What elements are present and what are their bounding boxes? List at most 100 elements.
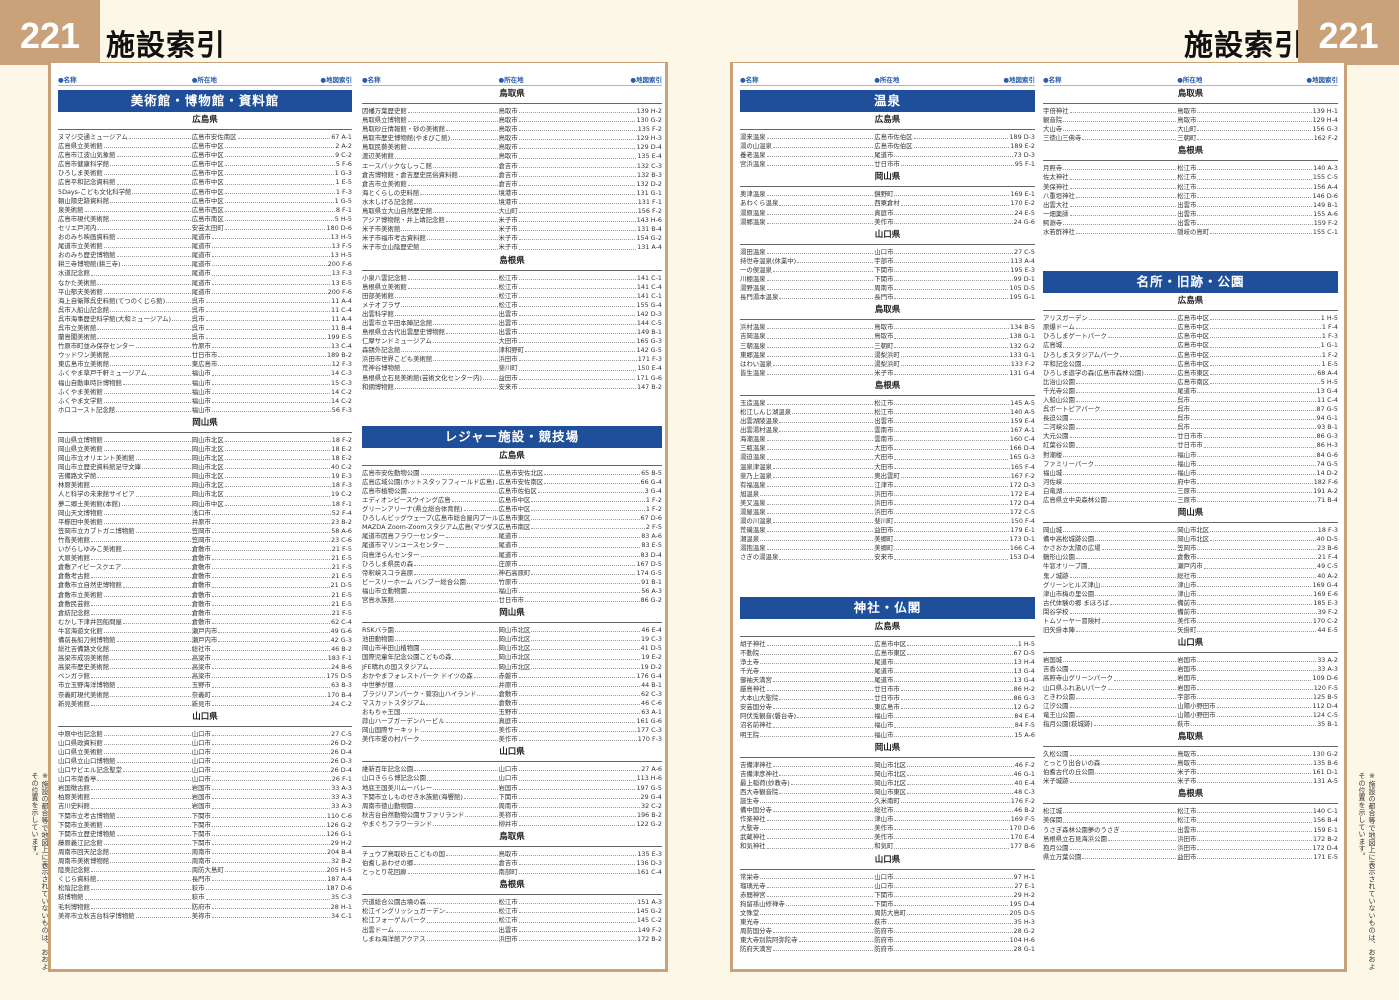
index-entry: 林原美術館 岡山市北区 18 F-3: [58, 481, 352, 490]
dot-leader: [1197, 183, 1313, 189]
dot-leader: [894, 667, 1013, 673]
entry-name-cell: 岩国徴古館: [58, 784, 192, 793]
facility-location: 下関市: [191, 829, 211, 838]
dot-leader: [495, 478, 499, 484]
dot-leader: [766, 342, 874, 348]
entry-location-cell: 防府市 28 G-1: [874, 945, 1035, 954]
entry-name-cell: 吉備津彦神社: [740, 770, 874, 779]
entry-name-cell: 鶴形山公園: [1043, 553, 1177, 562]
map-reference: 44 B-1: [641, 680, 662, 689]
entry-location-cell: 奈義町 170 B-4: [192, 691, 352, 700]
entry-name-cell: 総社吉備路文化館: [58, 645, 192, 654]
facility-name: ひろしまスタジアムパーク: [1043, 350, 1120, 359]
facility-name: 周防国分寺: [740, 927, 772, 936]
left-side-note: ※施設の都合等で地図上に表示されていないものは、おおよその位置を示しています。: [31, 772, 49, 971]
facility-location: 浜田市: [874, 508, 894, 516]
facility-location: 福山市: [191, 369, 211, 378]
facility-location: 大山町: [498, 207, 518, 216]
index-entry: 山口県ふれあいパーク 岩国市 120 F-5: [1043, 684, 1338, 693]
dot-leader: [1197, 826, 1313, 832]
dot-leader: [401, 225, 498, 232]
entry-location-cell: 広島市東区 68 A-4: [1177, 369, 1338, 378]
entry-name-cell: 沼名前神社: [740, 721, 874, 730]
map-reference: 19 E-3: [331, 472, 352, 481]
dot-leader: [211, 821, 326, 827]
facility-location: 和気町: [874, 842, 894, 851]
dot-leader: [116, 636, 191, 643]
dot-leader: [894, 815, 1010, 822]
map-reference: 27 E-1: [1014, 881, 1035, 890]
facility-location: 米子市: [498, 216, 518, 225]
map-reference: 9 C-2: [335, 151, 352, 160]
map-reference: 153 D-4: [1009, 553, 1035, 562]
entry-name-cell: 倉敷市立自然史博物館: [58, 581, 192, 590]
dot-leader: [205, 893, 330, 900]
prefecture-heading: 鳥取県: [1043, 730, 1338, 747]
index-entry: ひろしま美術館 広島市中区 1 G-3: [58, 169, 352, 178]
map-reference: 172 B-2: [637, 934, 662, 943]
dot-leader: [797, 712, 874, 719]
facility-name: 防府天満宮: [740, 945, 772, 954]
entry-name-cell: うさぎ森林公園夢のうさぎ: [1043, 826, 1177, 835]
facility-location: 松江市: [498, 916, 518, 925]
index-entry: 出雲ドーム 出雲市 149 F-2: [362, 926, 662, 935]
index-entry: 鳥取市歴史博物館(やまびこ館) 鳥取市 129 H-3: [362, 134, 662, 143]
dot-leader: [211, 766, 330, 773]
dot-leader: [394, 596, 498, 603]
entry-location-cell: 鳥取市 135 E-3: [499, 850, 663, 859]
facility-name: 紅葉谷公園: [1043, 441, 1075, 450]
index-entry: 下関市立歴史博物館 下関市 126 G-1: [58, 830, 352, 839]
facility-location: 広島市東区: [1177, 368, 1210, 377]
dot-leader: [1216, 711, 1312, 717]
entry-name-cell: 松江城: [1043, 807, 1177, 816]
entry-name-cell: 水道記念館: [58, 269, 192, 278]
facility-location: 呉市: [1177, 423, 1190, 432]
index-entry: 竹原市町並み保存センター 竹原市 13 C-4: [58, 342, 352, 351]
dot-leader: [211, 654, 327, 661]
entry-location-cell: 尾道市 13 H-5: [192, 233, 352, 242]
entry-name-cell: 周南市回天記念館: [58, 848, 192, 857]
map-reference: 145 A-5: [1010, 398, 1035, 407]
dot-leader: [90, 554, 191, 561]
entry-location-cell: 尾道市 13 G-4: [1177, 387, 1338, 396]
map-reference: 87 G-5: [1316, 405, 1339, 414]
entry-location-cell: 岡山市中区 18 F-1: [192, 500, 352, 509]
facility-location: 井原市: [498, 680, 518, 689]
entry-location-cell: 倉吉市 136 D-3: [499, 859, 663, 868]
facility-location: 美作市: [498, 726, 518, 735]
dot-leader: [224, 224, 326, 231]
dot-leader: [1191, 396, 1316, 403]
entry-location-cell: 米子市 131 G-4: [874, 369, 1035, 378]
index-entry: 周南市徳山動物園 周南市 32 C-2: [362, 802, 662, 811]
entry-location-cell: 三朝町 132 G-2: [874, 342, 1035, 351]
entry-name-cell: 防府天満宮: [740, 945, 874, 954]
facility-name: 玉造温泉: [740, 398, 766, 407]
dot-leader: [166, 297, 191, 303]
dot-leader: [407, 274, 498, 280]
entry-name-cell: 島根県立美術館: [362, 283, 499, 292]
facility-name: 山口県立美術館: [58, 747, 103, 756]
entry-location-cell: 呉市 94 G-1: [1177, 414, 1338, 423]
dot-leader: [518, 868, 636, 875]
dot-leader: [760, 824, 874, 831]
dot-leader: [110, 351, 191, 358]
index-entry: 皆生温泉 米子市 131 G-4: [740, 369, 1035, 378]
entry-name-cell: 呉市入船山記念館: [58, 306, 192, 315]
dot-leader: [894, 275, 1013, 282]
facility-location: 倉敷市: [191, 545, 211, 554]
facility-location: 赤磐市: [498, 671, 518, 680]
entry-name-cell: 倉敷考古館: [58, 572, 192, 581]
entry-location-cell: 広島市安佐南区 67 A-1: [192, 133, 352, 142]
dot-leader: [211, 793, 331, 800]
dot-leader: [432, 337, 498, 344]
index-entry: 県立万葉公園 益田市 171 E-5: [1043, 853, 1338, 862]
entry-name-cell: 松江しんじ湖温泉: [740, 408, 874, 417]
map-reference: 162 F-2: [1313, 134, 1338, 143]
dot-leader: [1197, 693, 1312, 699]
map-reference: 155 C-1: [1312, 228, 1338, 237]
entry-name-cell: 水若酢神社: [1043, 228, 1177, 237]
entry-location-cell: 下関市 126 G-2: [192, 821, 352, 830]
dot-leader: [483, 374, 498, 380]
map-reference: 27 C-5: [1014, 247, 1035, 256]
entry-name-cell: 出雲湯村温泉: [740, 426, 874, 435]
